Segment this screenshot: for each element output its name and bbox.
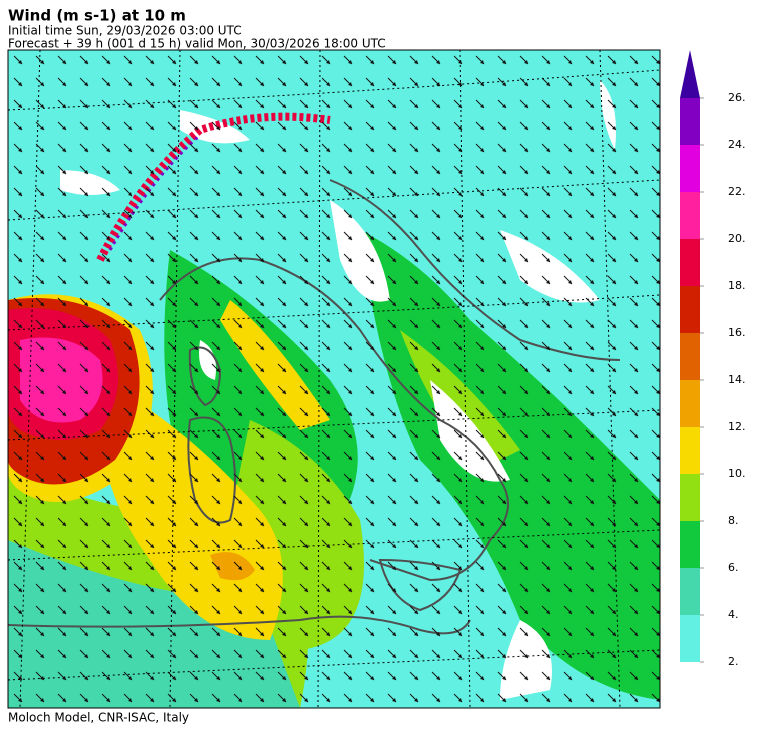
colorbar-bin <box>680 145 700 192</box>
colorbar-label: 20. <box>728 232 746 245</box>
colorbar-label: 10. <box>728 467 746 480</box>
colorbar-bin <box>680 98 700 145</box>
map-frame <box>7 49 661 709</box>
colorbar-label: 12. <box>728 420 746 433</box>
colorbar: 2. 4. 6. 8. 10. 12. 14. 16. 18. 20. 22. 24. 26. <box>680 50 746 668</box>
colorbar-bin <box>680 380 700 427</box>
colorbar-label: 8. <box>728 514 739 527</box>
initial-time: Initial time Sun, 29/03/2026 03:00 UTC <box>8 24 242 38</box>
colorbar-bin <box>680 333 700 380</box>
colorbar-bin <box>680 521 700 568</box>
colorbar-label: 14. <box>728 373 746 386</box>
colorbar-label: 26. <box>728 91 746 104</box>
colorbar-bin <box>680 568 700 615</box>
colorbar-label: 2. <box>728 655 739 668</box>
colorbar-arrow <box>680 50 700 98</box>
colorbar-label: 24. <box>728 138 746 151</box>
map <box>8 50 660 708</box>
colorbar-label: 22. <box>728 185 746 198</box>
forecast-time: Forecast + 39 h (001 d 15 h) valid Mon, … <box>8 37 386 51</box>
colorbar-label: 16. <box>728 326 746 339</box>
colorbar-bin <box>680 474 700 521</box>
colorbar-label: 6. <box>728 561 739 574</box>
colorbar-bin <box>680 427 700 474</box>
colorbar-bin <box>680 615 700 662</box>
colorbar-label: 18. <box>728 279 746 292</box>
colorbar-bin <box>680 192 700 239</box>
colorbar-label: 4. <box>728 608 739 621</box>
colorbar-bin <box>680 239 700 286</box>
title: Wind (m s-1) at 10 m <box>8 7 186 25</box>
footer: Moloch Model, CNR-ISAC, Italy <box>8 711 189 725</box>
colorbar-bin <box>680 286 700 333</box>
